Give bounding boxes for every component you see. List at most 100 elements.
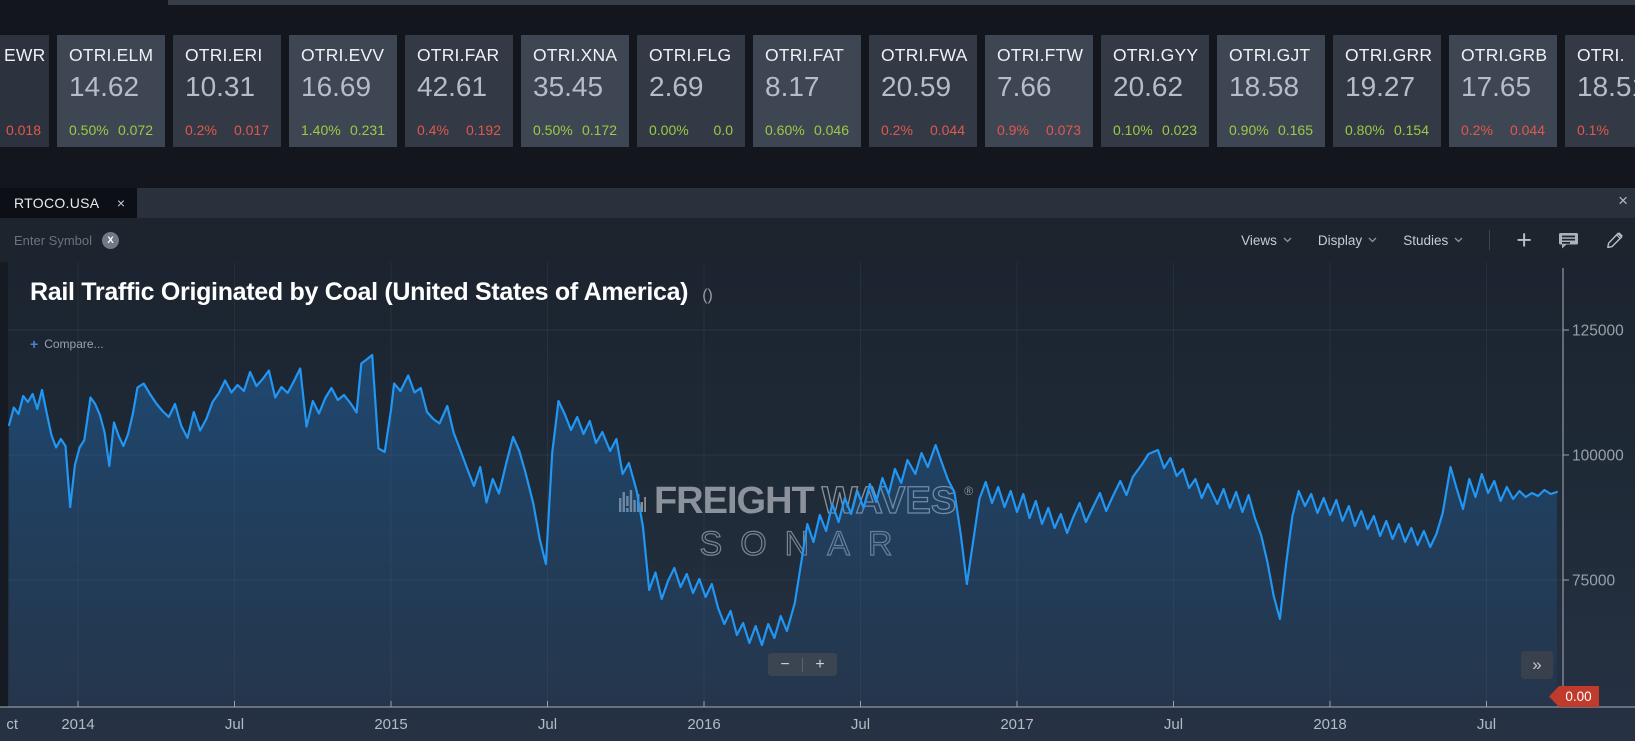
studies-label: Studies — [1403, 232, 1449, 248]
ticker-tile[interactable]: OTRI.FWA 20.59 0.2% 0.044 — [869, 35, 977, 147]
svg-text:Jul: Jul — [1477, 716, 1496, 733]
chevron-down-icon — [1454, 237, 1463, 243]
ticker-value: 20.62 — [1113, 71, 1184, 102]
ticker-footer: 0.50% 0.072 — [69, 122, 153, 138]
ticker-symbol: OTRI.XNA — [533, 45, 618, 65]
ticker-symbol: OTRI.ERI — [185, 45, 263, 65]
ticker-value: 18.58 — [1229, 71, 1300, 102]
ticker-change: 0.231 — [349, 122, 385, 138]
svg-text:2017: 2017 — [1000, 716, 1033, 733]
ticker-symbol: OTRI.EVV — [301, 45, 385, 65]
ticker-change: 0.072 — [117, 122, 153, 138]
ticker-footer: 0.50% 0.172 — [533, 122, 617, 138]
plus-icon: + — [30, 336, 39, 352]
zoom-controls: − + — [768, 653, 837, 676]
display-menu[interactable]: Display — [1318, 233, 1377, 248]
add-chart-button[interactable]: + — [1516, 225, 1532, 255]
studies-menu[interactable]: Studies — [1403, 233, 1463, 248]
draw-button[interactable] — [1605, 230, 1625, 250]
chart-toolbar: Enter Symbol X Views Display Studies + — [0, 218, 1635, 262]
ticker-change: 0.165 — [1277, 122, 1313, 138]
ticker-symbol: OTRI. — [1577, 45, 1625, 65]
ticker-percent: 0.80% — [1345, 122, 1385, 138]
ticker-tile[interactable]: OTRI. 18.51 0.1% — [1565, 35, 1635, 147]
ticker-value: 17.65 — [1461, 71, 1532, 102]
ticker-footer: 0.2% 0.017 — [185, 122, 269, 138]
ticker-tile[interactable]: OTRI.FAR 42.61 0.4% 0.192 — [405, 35, 513, 147]
ticker-percent: 0.50% — [533, 122, 573, 138]
ticker-tile[interactable]: OTRI.XNA 35.45 0.50% 0.172 — [521, 35, 629, 147]
ticker-tile[interactable]: OTRI.FTW 7.66 0.9% 0.073 — [985, 35, 1093, 147]
ticker-tile[interactable]: OTRI.ERI 10.31 0.2% 0.017 — [173, 35, 281, 147]
ticker-strip: EWR 0.018 OTRI.ELM 14.62 0.50% 0.072 OTRI.ERI 1… — [0, 35, 1635, 147]
clear-symbol-button[interactable]: X — [102, 231, 120, 249]
tab-bar: RTOCO.USA × × — [0, 188, 1635, 218]
ticker-tile[interactable]: EWR 0.018 — [0, 35, 49, 147]
ticker-tile[interactable]: OTRI.GJT 18.58 0.90% 0.165 — [1217, 35, 1325, 147]
ticker-change: 0.046 — [813, 122, 849, 138]
ticker-tile[interactable]: OTRI.GYY 20.62 0.10% 0.023 — [1101, 35, 1209, 147]
ticker-percent: 0.4% — [417, 122, 449, 138]
watermark-sonar: SONAR — [699, 524, 911, 563]
compare-button[interactable]: + Compare... — [30, 336, 104, 352]
ticker-tile[interactable]: OTRI.GRB 17.65 0.2% 0.044 — [1449, 35, 1557, 147]
svg-text:ct: ct — [6, 716, 19, 733]
ticker-tile[interactable]: OTRI.ELM 14.62 0.50% 0.072 — [57, 35, 165, 147]
svg-text:Jul: Jul — [1164, 716, 1183, 733]
ticker-symbol: OTRI.FWA — [881, 45, 968, 65]
toolbar-divider — [1489, 230, 1491, 250]
ticker-tile[interactable]: OTRI.EVV 16.69 1.40% 0.231 — [289, 35, 397, 147]
ticker-symbol: OTRI.GRR — [1345, 45, 1433, 65]
ticker-tile[interactable]: OTRI.GRR 19.27 0.80% 0.154 — [1333, 35, 1441, 147]
ticker-symbol: OTRI.FTW — [997, 45, 1084, 65]
panel-left-edge — [0, 262, 8, 707]
chart-title-suffix: () — [702, 287, 713, 304]
svg-text:Jul: Jul — [538, 716, 557, 733]
ticker-value: 35.45 — [533, 71, 604, 102]
panel-close-icon[interactable]: × — [1618, 191, 1628, 210]
views-menu[interactable]: Views — [1241, 233, 1292, 248]
svg-text:2018: 2018 — [1313, 716, 1346, 733]
symbol-input[interactable]: Enter Symbol — [14, 232, 93, 248]
ticker-tile[interactable]: OTRI.FLG 2.69 0.00% 0.0 — [637, 35, 745, 147]
ticker-footer: 0.2% 0.044 — [1461, 122, 1545, 138]
ticker-change: 0.0 — [713, 122, 733, 138]
ticker-footer: 0.2% 0.044 — [881, 122, 965, 138]
last-value-badge: 0.00 — [1549, 686, 1599, 707]
tab-rtoco-usa[interactable]: RTOCO.USA × — [0, 188, 137, 218]
quote-panel-button[interactable] — [1558, 232, 1579, 249]
symbol-entry: Enter Symbol X — [14, 218, 120, 262]
tab-label: RTOCO.USA — [14, 195, 100, 211]
ticker-symbol: OTRI.GRB — [1461, 45, 1548, 65]
ticker-footer: 0.4% 0.192 — [417, 122, 501, 138]
svg-text:Jul: Jul — [851, 716, 870, 733]
ticker-symbol: OTRI.ELM — [69, 45, 154, 65]
zoom-out-button[interactable]: − — [780, 656, 790, 673]
watermark-freight: FREIGHT — [653, 480, 815, 522]
chevron-down-icon — [1283, 237, 1292, 243]
ticker-percent: 0.60% — [765, 122, 805, 138]
ticker-value: 16.69 — [301, 71, 372, 102]
watermark-waves: WAVES — [821, 479, 957, 522]
ticker-change: 0.018 — [5, 122, 41, 138]
ticker-percent: 0.90% — [1229, 122, 1269, 138]
chart-title: Rail Traffic Originated by Coal (United … — [30, 278, 689, 306]
chart-panel[interactable]: FREIGHT WAVES ® SONAR 125000 100000 75000 ct… — [0, 262, 1635, 741]
ticker-footer: 0.10% 0.023 — [1113, 122, 1197, 138]
toolbar-right: Views Display Studies + — [1241, 218, 1625, 262]
zoom-in-button[interactable]: + — [815, 656, 825, 673]
ticker-tile[interactable]: OTRI.FAT 8.17 0.60% 0.046 — [753, 35, 861, 147]
tab-close-icon[interactable]: × — [116, 195, 125, 211]
ticker-value: 14.62 — [69, 71, 140, 102]
barcode-icon — [618, 489, 646, 512]
ticker-symbol: OTRI.GYY — [1113, 45, 1199, 65]
ticker-percent: 0.9% — [997, 122, 1029, 138]
expand-panel-button[interactable]: » — [1521, 651, 1553, 679]
ticker-footer: 0.018 — [4, 122, 41, 138]
ticker-percent: 0.10% — [1113, 122, 1153, 138]
ticker-percent: 0.1% — [1577, 122, 1609, 138]
ticker-percent: 0.00% — [649, 122, 689, 138]
freightwaves-watermark: FREIGHT WAVES ® SONAR — [618, 479, 973, 564]
display-label: Display — [1317, 232, 1363, 248]
ticker-change: 0.192 — [465, 122, 501, 138]
